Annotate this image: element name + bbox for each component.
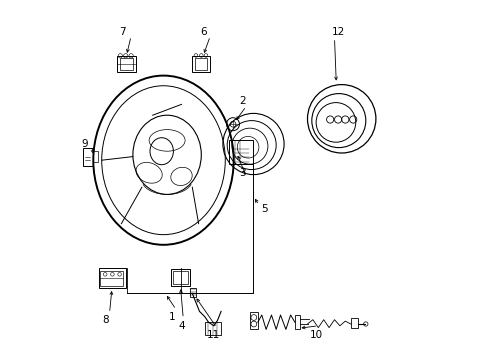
Bar [192,56,210,72]
Bar [173,271,187,284]
Text: 9: 9 [81,139,87,149]
Bar [189,288,196,297]
Bar [99,268,125,288]
Bar [120,58,133,70]
Bar [249,312,257,329]
Bar [117,56,136,72]
Text: 2: 2 [239,96,245,106]
Bar [83,148,93,166]
Text: 1: 1 [169,312,176,322]
Bar [170,269,190,286]
Bar [350,318,357,328]
Bar [204,322,221,335]
Bar [294,315,300,329]
Text: 10: 10 [309,330,323,340]
Bar [229,140,252,164]
Text: 3: 3 [239,168,245,178]
Text: 12: 12 [331,27,344,37]
Text: 8: 8 [102,315,109,325]
Bar [101,271,123,286]
Text: 4: 4 [178,321,184,331]
Bar [195,58,206,70]
Text: 6: 6 [200,27,206,37]
Text: 7: 7 [119,27,125,37]
Text: 5: 5 [261,204,267,214]
Bar [93,151,98,162]
Text: 11: 11 [207,330,220,340]
